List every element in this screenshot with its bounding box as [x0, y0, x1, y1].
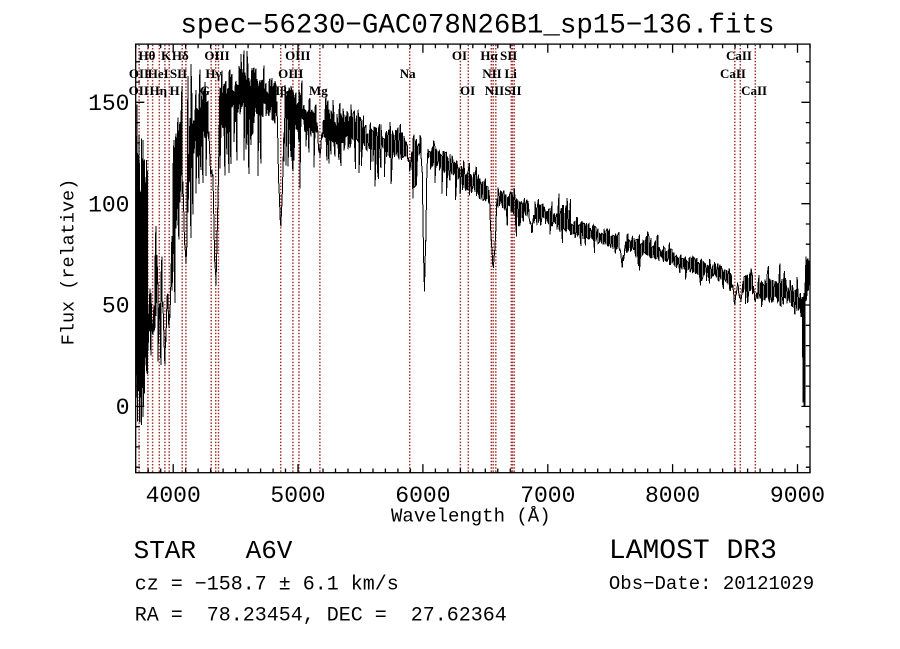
svg-text:Mg: Mg: [309, 83, 328, 98]
svg-text:HeI: HeI: [148, 66, 169, 81]
svg-text:NII: NII: [485, 83, 505, 98]
svg-text:150: 150: [88, 91, 129, 117]
svg-text:OI: OI: [460, 83, 475, 98]
svg-text:7000: 7000: [520, 483, 575, 509]
svg-text:0: 0: [116, 395, 130, 421]
svg-text:RA = 78.23454, DEC = 27.6236: RA = 78.23454, DEC = 27.62364: [135, 605, 507, 628]
svg-text:Hη: Hη: [150, 83, 168, 98]
svg-text:LAMOST DR3: LAMOST DR3: [609, 536, 777, 567]
svg-text:CaII: CaII: [741, 83, 767, 98]
svg-text:Li: Li: [505, 66, 518, 81]
svg-text:8000: 8000: [645, 483, 700, 509]
svg-text:9000: 9000: [770, 483, 825, 509]
svg-text:100: 100: [88, 192, 129, 218]
svg-text:NII: NII: [482, 66, 502, 81]
svg-text:Flux (relative): Flux (relative): [59, 179, 80, 346]
svg-text:STAR: STAR: [134, 536, 196, 566]
svg-text:4000: 4000: [146, 483, 201, 509]
svg-text:Wavelength (Å): Wavelength (Å): [391, 506, 551, 528]
svg-text:Obs−Date: 20121029: Obs−Date: 20121029: [609, 573, 814, 595]
svg-text:Hα: Hα: [480, 48, 498, 63]
svg-text:Hγ: Hγ: [205, 66, 221, 81]
svg-text:H: H: [169, 83, 179, 98]
svg-text:Hδ: Hδ: [172, 48, 189, 63]
svg-text:spec−56230−GAC078N26B1_sp15−13: spec−56230−GAC078N26B1_sp15−136.fits: [180, 11, 774, 42]
svg-text:50: 50: [102, 294, 130, 320]
svg-text:5000: 5000: [270, 483, 325, 509]
svg-text:OIII: OIII: [204, 48, 229, 63]
svg-text:OIII: OIII: [278, 66, 303, 81]
svg-text:SII: SII: [170, 66, 187, 81]
svg-text:A6V: A6V: [246, 536, 293, 566]
svg-text:OII: OII: [129, 83, 149, 98]
svg-text:OI: OI: [452, 48, 467, 63]
svg-text:SII: SII: [500, 48, 517, 63]
svg-text:K: K: [161, 48, 172, 63]
svg-text:Hθ: Hθ: [139, 48, 156, 63]
svg-text:CaII: CaII: [726, 48, 752, 63]
svg-text:OIII: OIII: [285, 48, 310, 63]
svg-text:cz = −158.7 ± 6.1 km/s: cz = −158.7 ± 6.1 km/s: [135, 574, 399, 597]
svg-text:CaII: CaII: [720, 66, 746, 81]
svg-text:Na: Na: [400, 66, 416, 81]
svg-text:6000: 6000: [395, 483, 450, 509]
svg-text:SII: SII: [504, 83, 521, 98]
svg-text:OII: OII: [129, 66, 149, 81]
